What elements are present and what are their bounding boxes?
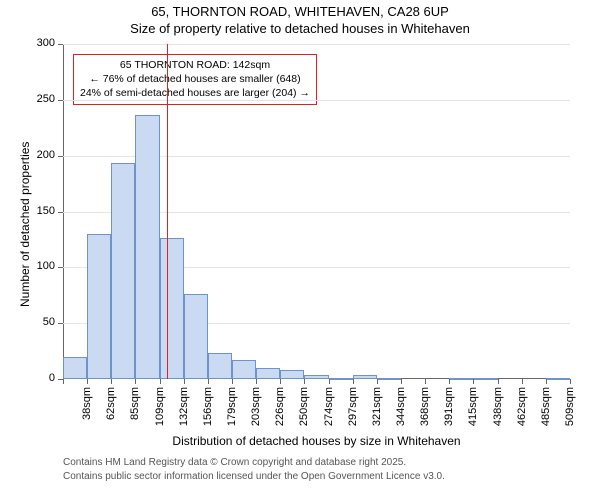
x-tick	[256, 379, 257, 384]
y-tick	[58, 323, 63, 324]
y-gridline	[63, 44, 570, 45]
x-tick-label: 415sqm	[467, 387, 479, 427]
x-tick-label: 179sqm	[226, 387, 238, 427]
y-tick-label: 50	[25, 316, 55, 328]
x-tick-label: 438sqm	[492, 387, 504, 427]
x-tick	[449, 379, 450, 384]
x-tick-label: 38sqm	[81, 387, 93, 427]
histogram-bar	[135, 115, 159, 379]
x-tick	[353, 379, 354, 384]
y-tick-label: 150	[25, 205, 55, 217]
reference-line	[167, 44, 168, 379]
y-tick-label: 300	[25, 37, 55, 49]
x-tick	[401, 379, 402, 384]
histogram-bar	[449, 378, 473, 380]
x-tick-label: 462sqm	[516, 387, 528, 427]
histogram-bar	[160, 238, 184, 379]
x-tick-label: 250sqm	[298, 387, 310, 427]
x-tick-label: 509sqm	[564, 387, 576, 427]
x-tick-label: 156sqm	[202, 387, 214, 427]
x-tick	[546, 379, 547, 384]
x-tick-label: 297sqm	[347, 387, 359, 427]
x-tick-label: 368sqm	[419, 387, 431, 427]
x-tick	[570, 379, 571, 384]
histogram-bar	[208, 353, 232, 379]
y-tick-label: 100	[25, 260, 55, 272]
x-tick-label: 274sqm	[323, 387, 335, 427]
histogram-bar	[184, 294, 208, 379]
histogram-bar	[87, 234, 111, 379]
x-tick	[377, 379, 378, 384]
y-tick-label: 200	[25, 149, 55, 161]
histogram-bar	[111, 163, 135, 379]
chart-title-main: 65, THORNTON ROAD, WHITEHAVEN, CA28 6UP	[0, 4, 600, 19]
histogram-bar	[280, 370, 304, 379]
x-tick-label: 85sqm	[129, 387, 141, 427]
x-tick	[329, 379, 330, 384]
x-tick	[498, 379, 499, 384]
histogram-bar	[304, 375, 328, 379]
x-tick-label: 109sqm	[154, 387, 166, 427]
histogram-bar	[377, 378, 401, 380]
y-gridline	[63, 100, 570, 101]
annotation-line2: 24% of semi-detached houses are larger (…	[80, 86, 310, 100]
x-tick-label: 485sqm	[540, 387, 552, 427]
footer-line-2: Contains public sector information licen…	[63, 471, 445, 482]
chart-container: 65, THORNTON ROAD, WHITEHAVEN, CA28 6UP …	[0, 0, 600, 500]
x-tick-label: 226sqm	[274, 387, 286, 427]
y-tick	[58, 44, 63, 45]
x-tick	[280, 379, 281, 384]
x-tick	[425, 379, 426, 384]
annotation-line1: ← 76% of detached houses are smaller (64…	[80, 72, 310, 86]
annotation-header: 65 THORNTON ROAD: 142sqm	[80, 58, 310, 72]
x-tick-label: 62sqm	[105, 387, 117, 427]
x-tick-label: 344sqm	[395, 387, 407, 427]
y-tick-label: 250	[25, 93, 55, 105]
y-tick	[58, 267, 63, 268]
x-tick	[63, 379, 64, 384]
x-tick-label: 132sqm	[178, 387, 190, 427]
x-tick	[208, 379, 209, 384]
x-tick	[135, 379, 136, 384]
histogram-bar	[546, 378, 570, 380]
x-tick	[160, 379, 161, 384]
y-tick	[58, 212, 63, 213]
x-tick	[473, 379, 474, 384]
footer-line-1: Contains HM Land Registry data © Crown c…	[63, 457, 406, 468]
x-tick-label: 391sqm	[443, 387, 455, 427]
histogram-bar	[329, 378, 353, 380]
x-tick	[111, 379, 112, 384]
histogram-bar	[232, 360, 256, 379]
y-tick	[58, 156, 63, 157]
histogram-bar	[473, 378, 497, 380]
x-tick-label: 321sqm	[371, 387, 383, 427]
x-tick-label: 203sqm	[250, 387, 262, 427]
x-tick	[304, 379, 305, 384]
x-tick	[232, 379, 233, 384]
chart-title-sub: Size of property relative to detached ho…	[0, 21, 600, 36]
histogram-bar	[256, 368, 280, 379]
y-axis-label: Number of detached properties	[18, 141, 32, 306]
y-tick-label: 0	[25, 372, 55, 384]
y-tick	[58, 100, 63, 101]
histogram-bar	[353, 375, 377, 379]
x-tick	[184, 379, 185, 384]
annotation-box: 65 THORNTON ROAD: 142sqm ← 76% of detach…	[73, 54, 317, 105]
x-tick	[87, 379, 88, 384]
histogram-bar	[63, 357, 87, 379]
x-tick	[522, 379, 523, 384]
x-axis-label: Distribution of detached houses by size …	[63, 434, 570, 448]
